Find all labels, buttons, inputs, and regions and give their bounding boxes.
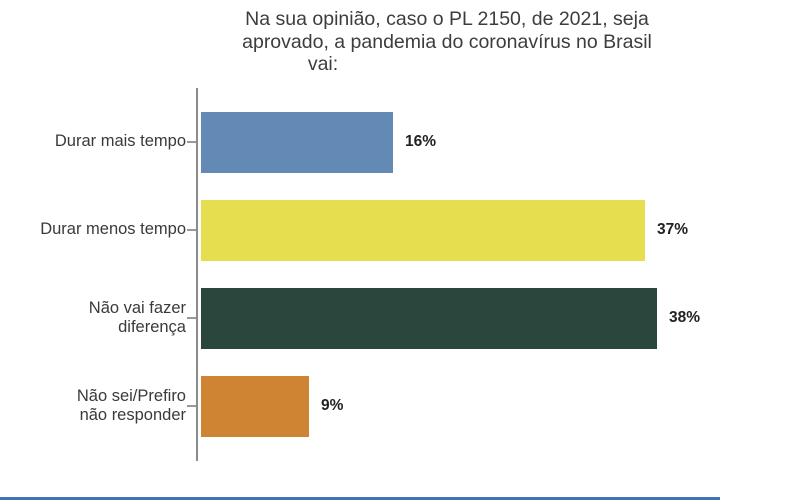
chart-title-line-1: Na sua opinião, caso o PL 2150, de 2021,… [245,8,649,30]
chart-title-line-2: aprovado, a pandemia do coronavírus no B… [242,30,652,53]
bar [201,111,393,173]
bars-area: Durar mais tempo 16% Durar menos tempo 3… [0,98,789,450]
value-label: 37% [657,221,689,238]
axis-tick [187,317,196,319]
bar-row: Não vai fazer diferença 38% [0,274,789,362]
chart-title: Na sua opinião, caso o PL 2150, de 2021,… [130,8,764,76]
value-label: 16% [405,133,437,150]
bar-row: Durar menos tempo 37% [0,186,789,274]
bar-row: Não sei/Prefiro não responder 9% [0,362,789,450]
chart-title-line-3: vai: [307,53,339,75]
bar [201,375,309,437]
value-label: 38% [669,309,701,326]
category-label: Não sei/Prefiro não responder [0,387,186,426]
category-label-text: Não vai fazer diferença [88,298,186,337]
axis-tick [187,405,196,407]
bar [201,287,657,349]
category-label-text: Durar mais tempo [54,132,186,151]
category-label-text: Não sei/Prefiro não responder [76,386,186,425]
value-label: 9% [321,397,344,414]
axis-tick [187,141,196,143]
bar [201,199,645,261]
category-label-text: Durar menos tempo [40,220,186,239]
axis-tick [187,229,196,231]
bar-row: Durar mais tempo 16% [0,98,789,186]
bottom-divider-line [0,497,720,500]
category-label: Durar menos tempo [0,220,186,240]
category-label: Não vai fazer diferença [0,299,186,338]
category-label: Durar mais tempo [0,132,186,152]
y-axis-line [196,88,198,461]
